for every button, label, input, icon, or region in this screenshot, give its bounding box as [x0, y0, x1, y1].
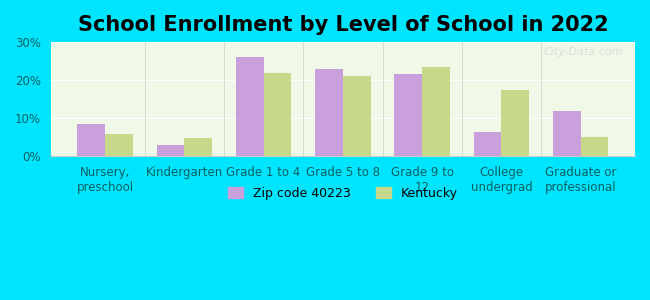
Bar	[553, 111, 580, 156]
Bar	[77, 124, 105, 156]
Bar	[580, 136, 608, 156]
Bar	[264, 73, 291, 156]
Legend: Zip code 40223, Kentucky: Zip code 40223, Kentucky	[223, 182, 463, 205]
Bar	[395, 74, 422, 156]
Bar	[315, 69, 343, 156]
Bar	[422, 67, 450, 156]
Bar	[343, 76, 370, 156]
Bar	[474, 132, 501, 156]
Bar	[185, 138, 212, 156]
Bar	[105, 134, 133, 156]
Text: City-Data.com: City-Data.com	[544, 47, 623, 57]
Bar	[157, 145, 185, 156]
Bar	[236, 57, 264, 156]
Bar	[501, 90, 529, 156]
Title: School Enrollment by Level of School in 2022: School Enrollment by Level of School in …	[77, 15, 608, 35]
